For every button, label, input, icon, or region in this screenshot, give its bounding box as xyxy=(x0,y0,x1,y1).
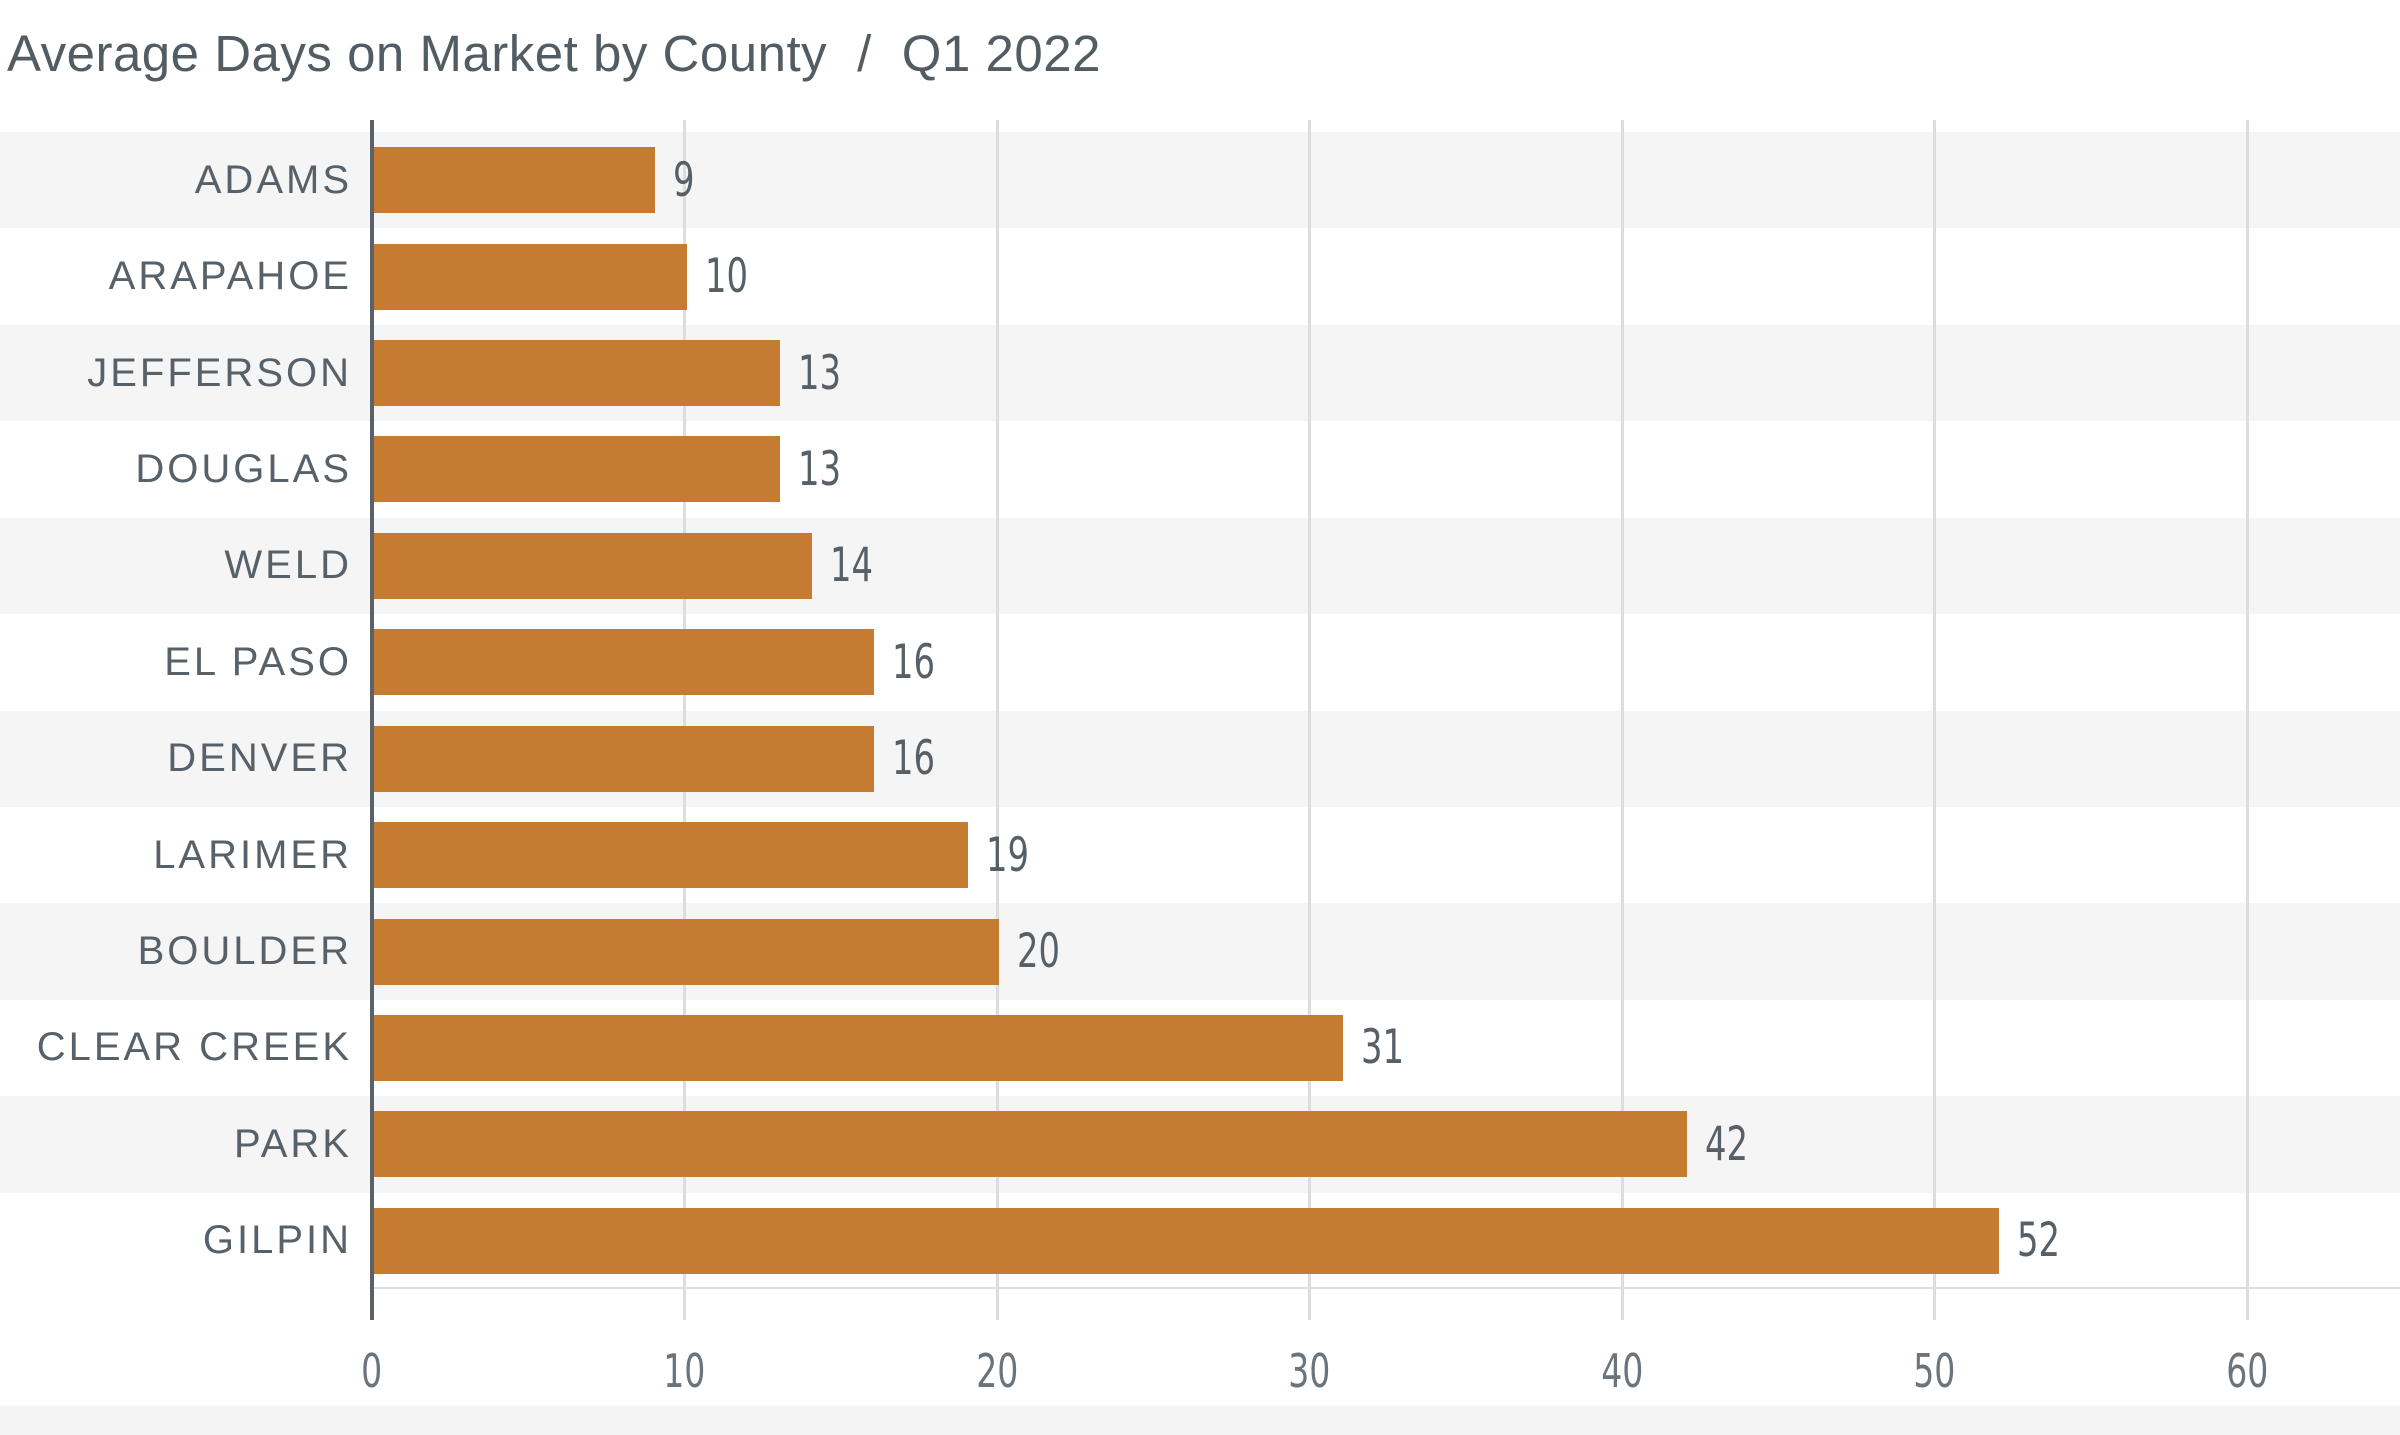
gridline-20 xyxy=(995,120,999,1320)
y-axis-line xyxy=(370,120,374,1320)
bottom-strip xyxy=(0,1406,2400,1435)
value-label-gilpin: 52 xyxy=(2017,1213,2061,1269)
bar-boulder[interactable] xyxy=(374,918,999,985)
gridline-50 xyxy=(1933,120,1936,1320)
category-label-park: PARK xyxy=(234,1121,352,1166)
x-axis-baseline xyxy=(372,1287,2400,1290)
bar-denver[interactable] xyxy=(374,725,874,792)
category-label-gilpin: GILPIN xyxy=(202,1218,352,1263)
title-separator: / xyxy=(857,25,872,82)
category-label-weld: WELD xyxy=(224,543,352,588)
category-label-jefferson: JEFFERSON xyxy=(87,350,352,395)
value-label-douglas: 13 xyxy=(798,441,842,497)
value-label-boulder: 20 xyxy=(1017,924,1061,980)
x-tick-label-60: 60 xyxy=(2225,1344,2269,1398)
x-tick-label-50: 50 xyxy=(1913,1344,1956,1398)
value-label-weld: 14 xyxy=(829,538,873,594)
category-label-douglas: DOUGLAS xyxy=(135,446,352,491)
gridline-40 xyxy=(1620,120,1624,1320)
value-label-clear-creek: 31 xyxy=(1360,1020,1404,1076)
row-band xyxy=(0,324,2400,422)
bar-el-paso[interactable] xyxy=(374,629,874,696)
value-label-jefferson: 13 xyxy=(798,345,842,401)
bar-clear-creek[interactable] xyxy=(374,1014,1343,1081)
row-band xyxy=(0,132,2400,229)
value-label-denver: 16 xyxy=(892,731,936,787)
row-band xyxy=(0,710,2400,807)
x-tick-label-0: 0 xyxy=(361,1344,383,1398)
bar-douglas[interactable] xyxy=(374,436,781,503)
bar-jefferson[interactable] xyxy=(374,340,781,407)
x-tick-label-20: 20 xyxy=(975,1344,1019,1398)
category-label-boulder: BOULDER xyxy=(137,929,352,974)
row-band xyxy=(0,517,2400,615)
bar-park[interactable] xyxy=(374,1111,1687,1178)
bar-larimer[interactable] xyxy=(374,822,968,889)
value-label-adams: 9 xyxy=(673,152,695,208)
value-label-el-paso: 16 xyxy=(892,634,936,690)
bar-arapahoe[interactable] xyxy=(374,243,687,310)
category-label-arapahoe: ARAPAHOE xyxy=(108,254,352,299)
gridline-10 xyxy=(683,120,686,1320)
category-label-larimer: LARIMER xyxy=(153,832,352,877)
category-label-clear-creek: CLEAR CREEK xyxy=(36,1025,352,1070)
value-label-park: 42 xyxy=(1704,1116,1748,1172)
page-title: Average Days on Market by County / Q1 2022 xyxy=(7,22,1101,86)
gridline-60 xyxy=(2245,120,2249,1320)
row-band xyxy=(0,903,2400,1000)
chart-title-text: Average Days on Market by County xyxy=(7,25,828,82)
bar-gilpin[interactable] xyxy=(374,1207,1999,1274)
category-label-denver: DENVER xyxy=(167,736,352,781)
x-tick-label-40: 40 xyxy=(1600,1344,1644,1398)
x-tick-label-10: 10 xyxy=(663,1344,706,1398)
category-label-adams: ADAMS xyxy=(194,157,352,202)
bar-weld[interactable] xyxy=(374,532,812,599)
bar-adams[interactable] xyxy=(374,147,656,214)
chart-period-text: Q1 2022 xyxy=(901,25,1101,82)
gridline-30 xyxy=(1308,120,1311,1320)
category-label-el-paso: EL PASO xyxy=(164,639,352,684)
value-label-larimer: 19 xyxy=(985,827,1029,883)
value-label-arapahoe: 10 xyxy=(704,249,748,305)
x-tick-label-30: 30 xyxy=(1288,1344,1331,1398)
